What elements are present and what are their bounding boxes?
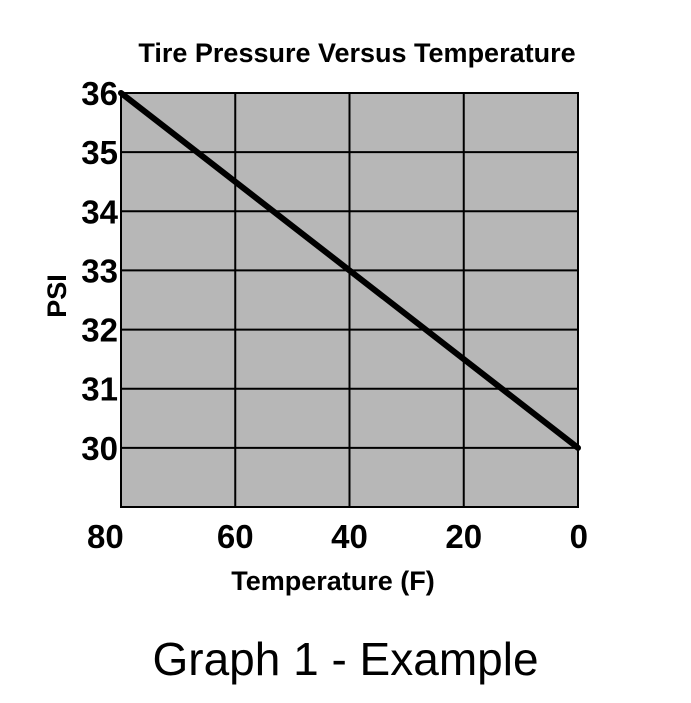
figure-caption: Graph 1 - Example: [152, 633, 539, 685]
x-axis-label: Temperature (F): [231, 566, 435, 596]
y-tick-label: 34: [81, 193, 118, 230]
y-axis: 36 35 34 33 32 31 30: [81, 75, 118, 467]
x-tick-label: 60: [217, 518, 254, 555]
chart-title: Tire Pressure Versus Temperature: [138, 38, 575, 68]
series-line: [118, 90, 581, 451]
y-tick-label: 32: [81, 312, 118, 349]
x-tick-label: 40: [331, 518, 368, 555]
y-tick-label: 30: [81, 430, 118, 467]
series-group: [118, 90, 581, 451]
y-tick-label: 31: [81, 371, 118, 408]
x-tick-label: 0: [570, 518, 588, 555]
x-axis: 80 60 40 20 0: [87, 518, 588, 555]
y-axis-label: PSI: [42, 274, 72, 318]
x-tick-label: 20: [445, 518, 482, 555]
y-tick-label: 33: [81, 252, 118, 289]
line-chart: Tire Pressure Versus Temperature 3635343…: [42, 38, 588, 596]
y-tick-label: 36: [81, 75, 118, 112]
x-tick-label: 80: [87, 518, 124, 555]
y-tick-label: 35: [81, 134, 118, 171]
